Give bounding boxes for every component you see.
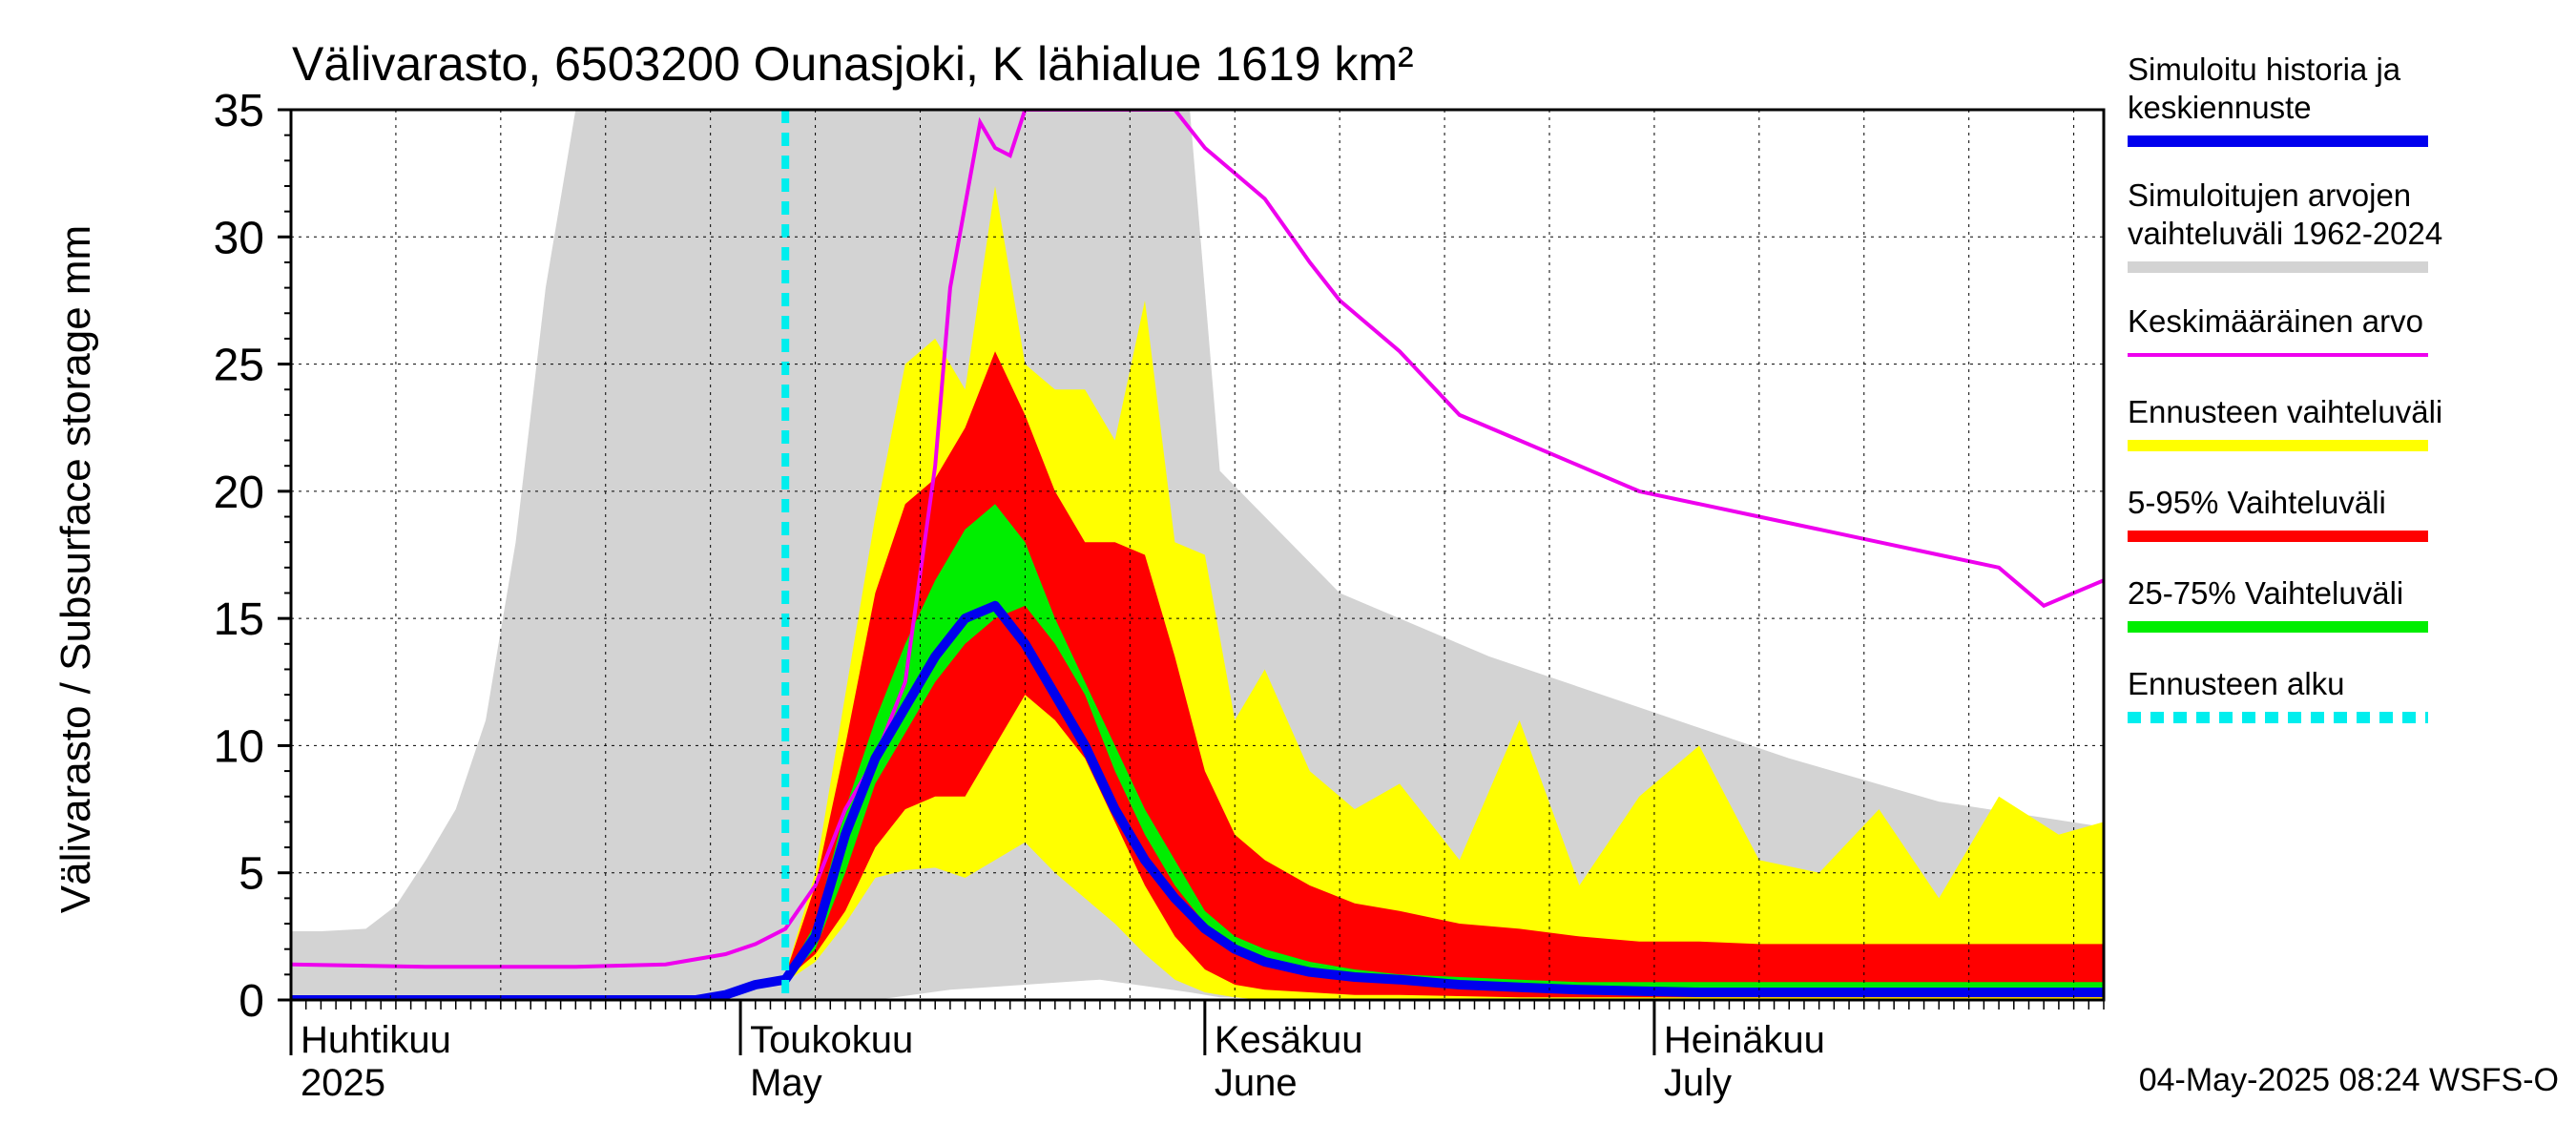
legend-label: 5-95% Vaihteluväli	[2128, 485, 2386, 520]
legend-label: Keskimääräinen arvo	[2128, 303, 2423, 339]
plot-frame	[289, 108, 2106, 1002]
y-tick-label: 10	[214, 721, 264, 772]
y-tick-label: 35	[214, 86, 264, 136]
legend-label: Simuloitujen arvojen	[2128, 177, 2411, 213]
y-tick-label: 5	[239, 849, 264, 900]
x-month-label-en: June	[1215, 1062, 1298, 1104]
y-tick-label: 30	[214, 213, 264, 263]
axes: 05101520253035Huhtikuu2025ToukokuuMayKes…	[214, 86, 2106, 1104]
x-month-label-fi: Huhtikuu	[301, 1019, 451, 1061]
forecast-5-95-band	[785, 351, 2104, 998]
x-month-label-fi: Kesäkuu	[1215, 1019, 1363, 1061]
x-month-label-fi: Toukokuu	[750, 1019, 913, 1061]
y-tick-label: 0	[239, 976, 264, 1027]
chart-title: Välivarasto, 6503200 Ounasjoki, K lähial…	[292, 37, 1414, 91]
y-tick-label: 15	[214, 594, 264, 645]
mean-value-line	[291, 110, 2104, 969]
x-month-label-fi: Heinäkuu	[1664, 1019, 1825, 1061]
y-axis-label: Välivarasto / Subsurface storage mm	[52, 225, 99, 913]
x-month-label-en: May	[750, 1062, 822, 1104]
plot-area	[291, 110, 2104, 1000]
y-tick-label: 25	[214, 341, 264, 391]
grid	[291, 109, 2104, 1000]
y-tick-label: 20	[214, 468, 264, 518]
x-month-label-en: July	[1664, 1062, 1732, 1104]
legend-label: 25-75% Vaihteluväli	[2128, 575, 2403, 611]
legend-label: vaihteluväli 1962-2024	[2128, 216, 2442, 251]
x-month-label-en: 2025	[301, 1062, 385, 1104]
legend-label: Ennusteen vaihteluväli	[2128, 394, 2442, 429]
legend-label: Simuloitu historia ja	[2128, 52, 2401, 87]
forecast-median-line	[781, 600, 2104, 997]
legend-label: keskiennuste	[2128, 90, 2312, 125]
legend-label: Ennusteen alku	[2128, 666, 2345, 701]
timestamp-footer: 04-May-2025 08:24 WSFS-O	[2139, 1062, 2559, 1098]
